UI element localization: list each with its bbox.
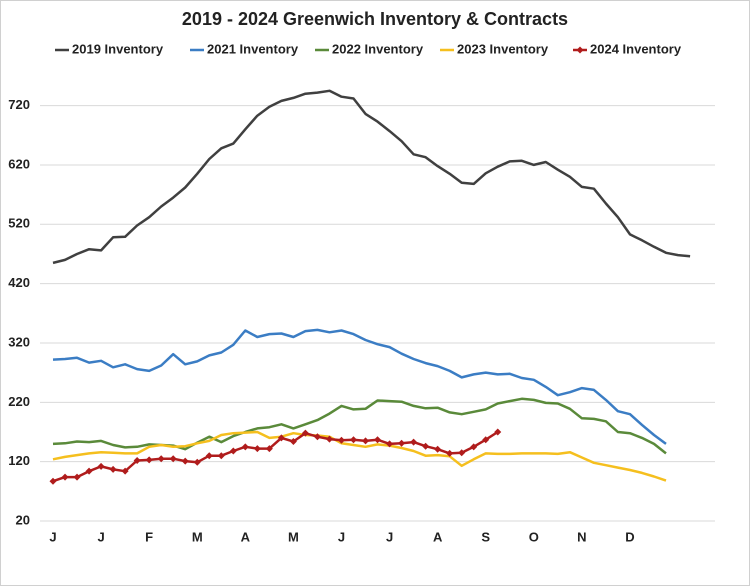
series-line [52, 328, 667, 445]
series-marker [422, 442, 430, 450]
series-marker [121, 467, 129, 475]
legend-label: 2023 Inventory [457, 41, 549, 56]
x-tick-label: S [481, 529, 490, 544]
x-tick-label: J [49, 529, 56, 544]
x-tick-label: M [288, 529, 299, 544]
legend-label: 2022 Inventory [332, 41, 424, 56]
y-tick-label: 520 [8, 216, 30, 231]
series-marker [398, 439, 406, 447]
series-marker [145, 456, 153, 464]
series-marker [73, 473, 81, 481]
series-marker [325, 435, 333, 443]
series-marker [301, 429, 309, 437]
series-marker [229, 447, 237, 455]
y-tick-label: 720 [8, 97, 30, 112]
series-marker [109, 465, 117, 473]
series-marker [265, 445, 273, 453]
x-tick-label: F [145, 529, 153, 544]
chart-title: 2019 - 2024 Greenwich Inventory & Contra… [182, 9, 568, 29]
y-tick-label: 620 [8, 156, 30, 171]
series-marker [386, 440, 394, 448]
series-marker [241, 443, 249, 451]
legend-marker [576, 46, 584, 54]
x-tick-label: D [625, 529, 634, 544]
series-marker [374, 436, 382, 444]
x-tick-label: J [386, 529, 393, 544]
series-marker [169, 455, 177, 463]
series-marker [205, 452, 213, 460]
series-marker [217, 452, 225, 460]
y-tick-label: 320 [8, 334, 30, 349]
x-tick-label: A [433, 529, 443, 544]
series-marker [49, 477, 57, 485]
series-marker [277, 434, 285, 442]
x-tick-label: M [192, 529, 203, 544]
series-marker [313, 433, 321, 441]
series-marker [85, 467, 93, 475]
series-marker [181, 457, 189, 465]
series-marker [97, 462, 105, 470]
y-tick-label: 420 [8, 275, 30, 290]
series-line [52, 430, 667, 482]
legend-label: 2021 Inventory [207, 41, 299, 56]
x-tick-label: J [97, 529, 104, 544]
series-marker [350, 436, 357, 444]
x-tick-label: A [241, 529, 251, 544]
y-tick-label: 220 [8, 394, 30, 409]
series-marker [337, 436, 345, 444]
x-tick-label: O [529, 529, 539, 544]
y-tick-label: 120 [8, 453, 30, 468]
series-line [52, 89, 691, 265]
series-marker [470, 443, 478, 451]
series-marker [458, 449, 466, 457]
series-marker [61, 473, 69, 481]
series-marker [362, 437, 370, 445]
legend-label: 2019 Inventory [72, 41, 164, 56]
legend-label: 2024 Inventory [590, 41, 682, 56]
series-marker [446, 449, 454, 457]
series-marker [133, 456, 141, 464]
x-tick-label: N [577, 529, 586, 544]
series-marker [482, 436, 490, 444]
series-marker [289, 437, 297, 445]
series-marker [253, 445, 261, 453]
series-marker [434, 445, 442, 453]
series-marker [157, 455, 165, 463]
series-marker [193, 458, 201, 466]
series-marker [410, 438, 418, 446]
x-tick-label: J [338, 529, 345, 544]
series-marker [494, 428, 502, 436]
y-tick-label: 20 [16, 512, 30, 527]
